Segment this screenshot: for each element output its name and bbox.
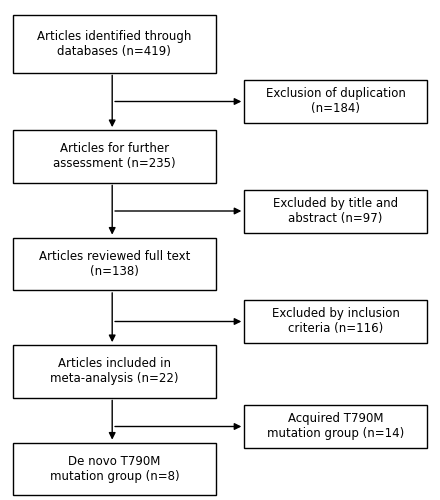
FancyBboxPatch shape [13,15,216,72]
FancyBboxPatch shape [13,442,216,495]
FancyBboxPatch shape [13,130,216,182]
FancyBboxPatch shape [13,238,216,290]
FancyBboxPatch shape [244,190,427,232]
FancyBboxPatch shape [244,80,427,122]
FancyBboxPatch shape [244,300,427,343]
Text: Acquired T790M
mutation group (n=14): Acquired T790M mutation group (n=14) [267,412,404,440]
Text: Articles reviewed full text
(n=138): Articles reviewed full text (n=138) [39,250,190,278]
FancyBboxPatch shape [244,405,427,448]
Text: De novo T790M
mutation group (n=8): De novo T790M mutation group (n=8) [50,455,179,483]
Text: Articles for further
assessment (n=235): Articles for further assessment (n=235) [53,142,176,170]
Text: Excluded by title and
abstract (n=97): Excluded by title and abstract (n=97) [273,197,398,225]
Text: Articles included in
meta-analysis (n=22): Articles included in meta-analysis (n=22… [50,357,179,385]
Text: Excluded by inclusion
criteria (n=116): Excluded by inclusion criteria (n=116) [271,307,400,335]
Text: Exclusion of duplication
(n=184): Exclusion of duplication (n=184) [266,87,405,116]
Text: Articles identified through
databases (n=419): Articles identified through databases (n… [37,30,191,58]
FancyBboxPatch shape [13,345,216,398]
